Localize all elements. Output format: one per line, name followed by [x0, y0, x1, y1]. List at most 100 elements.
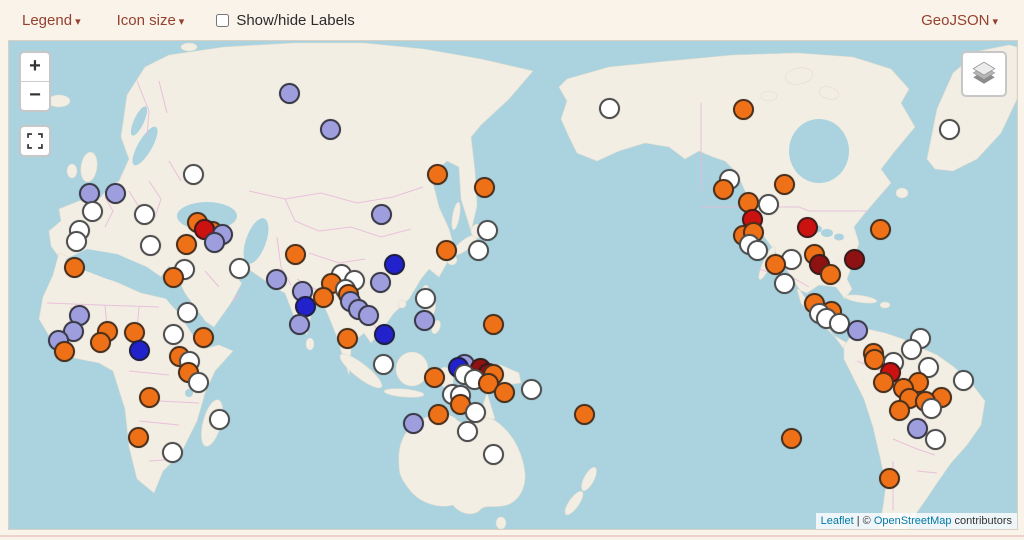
icon-size-dropdown[interactable]: Icon size ▾: [117, 12, 185, 29]
map-marker-white[interactable]: [372, 353, 394, 375]
map-marker-white[interactable]: [208, 408, 230, 430]
map-marker-orange[interactable]: [573, 403, 595, 425]
map-marker-white[interactable]: [176, 301, 198, 323]
map-marker-orange[interactable]: [192, 326, 214, 348]
openstreetmap-link[interactable]: OpenStreetMap: [873, 515, 952, 527]
zoom-control: + −: [19, 51, 51, 112]
map-marker-orange[interactable]: [89, 331, 111, 353]
labels-checkbox-label[interactable]: Show/hide Labels: [236, 11, 355, 29]
map-marker-white[interactable]: [228, 257, 250, 279]
map-marker-white[interactable]: [482, 443, 504, 465]
map-marker-orange[interactable]: [732, 98, 754, 120]
map-marker-orange[interactable]: [53, 340, 75, 362]
map-marker-orange[interactable]: [312, 286, 334, 308]
legend-dropdown[interactable]: Legend ▾: [22, 12, 81, 29]
map-marker-white[interactable]: [162, 323, 184, 345]
map-marker-white[interactable]: [938, 118, 960, 140]
map-marker-orange[interactable]: [127, 426, 149, 448]
map-marker-orange[interactable]: [435, 239, 457, 261]
zoom-out-button[interactable]: −: [21, 82, 49, 110]
map-marker-orange[interactable]: [872, 371, 894, 393]
map-marker-orange[interactable]: [426, 163, 448, 185]
map-marker-white[interactable]: [182, 163, 204, 185]
map-marker-purple[interactable]: [369, 271, 391, 293]
map-marker-orange[interactable]: [764, 253, 786, 275]
map-marker-white[interactable]: [139, 234, 161, 256]
map-marker-darkred[interactable]: [843, 248, 865, 270]
caret-down-icon: ▾: [992, 15, 998, 28]
fullscreen-button[interactable]: [19, 125, 51, 157]
toolbar: Legend ▾ Icon size ▾ Show/hide Labels GeoJ…: [0, 0, 1024, 40]
leaflet-link[interactable]: Leaflet: [820, 515, 854, 527]
map-marker-orange[interactable]: [284, 243, 306, 265]
map-marker-white[interactable]: [65, 230, 87, 252]
map-marker-purple[interactable]: [846, 319, 868, 341]
map-marker-purple[interactable]: [370, 203, 392, 225]
map-marker-purple[interactable]: [319, 118, 341, 140]
fullscreen-icon: [27, 133, 43, 149]
map-marker-blue[interactable]: [373, 323, 395, 345]
map-marker-white[interactable]: [187, 371, 209, 393]
icon-size-dropdown-label: Icon size: [116, 11, 176, 29]
map-marker-orange[interactable]: [427, 403, 449, 425]
map-marker-white[interactable]: [900, 338, 922, 360]
labels-checkbox[interactable]: [216, 13, 230, 27]
attribution-separator: | ©: [853, 515, 874, 527]
map-marker-orange[interactable]: [138, 386, 160, 408]
map-marker-orange[interactable]: [888, 399, 910, 421]
map-marker-orange[interactable]: [336, 327, 358, 349]
map-marker-white[interactable]: [920, 397, 942, 419]
caret-down-icon: ▾: [178, 15, 185, 28]
map-marker-purple[interactable]: [906, 417, 928, 439]
map-marker-orange[interactable]: [162, 266, 184, 288]
layers-icon: [972, 61, 996, 84]
map-marker-purple[interactable]: [203, 231, 225, 253]
map-marker-blue[interactable]: [383, 253, 405, 275]
map-marker-orange[interactable]: [482, 313, 504, 335]
map-marker-purple[interactable]: [278, 82, 300, 104]
page-bottom-divider: [0, 535, 1024, 537]
map-marker-orange[interactable]: [493, 381, 515, 403]
map-marker-white[interactable]: [467, 239, 489, 261]
map-marker-white[interactable]: [414, 287, 436, 309]
map-marker-white[interactable]: [924, 428, 946, 450]
map-marker-purple[interactable]: [288, 313, 310, 335]
map-marker-white[interactable]: [746, 239, 768, 261]
map-marker-orange[interactable]: [780, 427, 802, 449]
map-canvas[interactable]: + − Leaflet | © OpenStreetMap contributo…: [8, 40, 1018, 530]
map-marker-white[interactable]: [952, 369, 974, 391]
map-marker-white[interactable]: [81, 200, 103, 222]
map-marker-orange[interactable]: [869, 218, 891, 240]
map-marker-red[interactable]: [796, 216, 818, 238]
map-marker-orange[interactable]: [473, 176, 495, 198]
map-marker-white[interactable]: [464, 401, 486, 423]
map-marker-purple[interactable]: [104, 182, 126, 204]
attribution-suffix: contributors: [951, 515, 1012, 527]
map-marker-orange[interactable]: [773, 173, 795, 195]
caret-down-icon: ▾: [75, 15, 81, 28]
map-marker-white[interactable]: [598, 97, 620, 119]
map-marker-orange[interactable]: [63, 256, 85, 278]
legend-dropdown-label: Legend: [22, 11, 73, 29]
map-marker-blue[interactable]: [128, 339, 150, 361]
map-marker-white[interactable]: [456, 420, 478, 442]
geojson-dropdown[interactable]: GeoJSON ▾: [921, 12, 998, 29]
map-marker-purple[interactable]: [357, 304, 379, 326]
map-marker-orange[interactable]: [819, 263, 841, 285]
zoom-in-button[interactable]: +: [21, 53, 49, 82]
map-attribution: Leaflet | © OpenStreetMap contributors: [815, 513, 1017, 529]
map-marker-orange[interactable]: [423, 366, 445, 388]
map-marker-purple[interactable]: [402, 412, 424, 434]
map-marker-white[interactable]: [757, 193, 779, 215]
map-marker-white[interactable]: [773, 272, 795, 294]
map-marker-white[interactable]: [520, 378, 542, 400]
map-marker-white[interactable]: [161, 441, 183, 463]
map-marker-white[interactable]: [476, 219, 498, 241]
map-marker-orange[interactable]: [712, 178, 734, 200]
map-marker-purple[interactable]: [265, 268, 287, 290]
layers-button[interactable]: [961, 51, 1007, 97]
map-marker-orange[interactable]: [175, 233, 197, 255]
map-marker-white[interactable]: [133, 203, 155, 225]
map-marker-purple[interactable]: [413, 309, 435, 331]
map-marker-orange[interactable]: [878, 467, 900, 489]
